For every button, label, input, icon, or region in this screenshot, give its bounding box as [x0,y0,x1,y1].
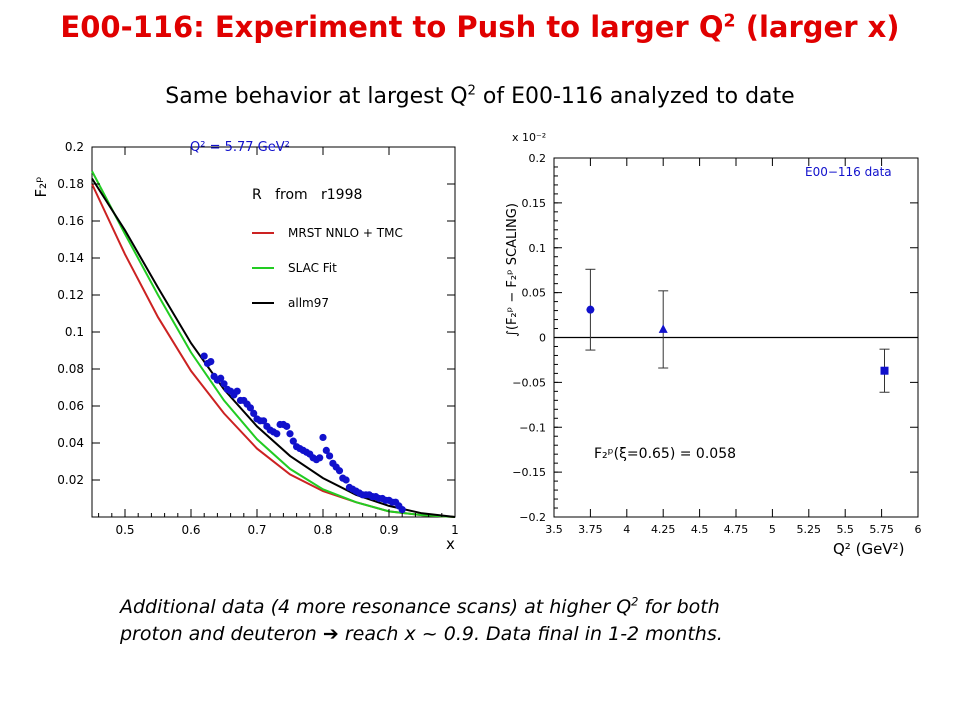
data-point [289,437,297,445]
y-tick-label: 0.16 [57,214,84,228]
chart-left-ylabel: F₂ᵖ [32,176,50,197]
y-tick-label: 0.1 [65,325,84,339]
data-point-triangle [658,324,668,333]
caption-line-2: proton and deuteron ➔ reach x ~ 0.9. Dat… [120,623,723,645]
y-tick-label: −0.1 [519,421,546,434]
x-tick-label: 5.75 [869,523,894,536]
integral-vs-q2-chart: 3.5 3.75 4 4.25 4.5 4.75 5 5.25 5.5 5.75 6 −0.2 −0.1… [505,131,922,558]
legend-label: SLAC Fit [288,261,337,275]
data-point [322,446,330,454]
x-tick-label: 5.5 [836,523,854,536]
x-tick-label: 3.5 [545,523,563,536]
y-tick-label: 0.06 [57,399,84,413]
data-point [316,454,324,462]
x-tick-label: 4.5 [691,523,709,536]
y-tick-label: 0.18 [57,177,84,191]
x-tick-label: 0.5 [115,523,134,537]
data-point [217,374,225,382]
x-tick-label: 6 [915,523,922,536]
data-point-circle [586,305,595,314]
legend-label: MRST NNLO + TMC [288,226,403,240]
data-point [273,430,281,438]
x-tick-label: 4.25 [651,523,676,536]
data-point [207,358,215,366]
data-point [200,352,208,360]
data-point [398,506,406,514]
x-tick-label: 4.75 [724,523,749,536]
y-tick-label: 0 [539,332,546,345]
slide-title: E00-116: Experiment to Push to larger Q2… [60,10,900,44]
chart-left-xlabel: x [446,535,455,553]
f2-vs-x-chart: 0.5 0.6 0.7 0.8 0.9 1 0.02 0.04 0.06 0.08 0.1 0.12 0… [32,140,459,553]
y-tick-label: −0.2 [519,511,546,524]
data-point [286,430,294,438]
chart-right-annotation: F₂ᵖ(ξ=0.65) = 0.058 [594,446,736,462]
x-tick-label: 4 [623,523,630,536]
x-tick-label: 1 [451,523,459,537]
y-tick-label: −0.15 [512,466,546,479]
y-tick-label: 0.05 [522,287,547,300]
data-point [246,404,254,412]
data-point [342,476,350,484]
x-tick-label: 5 [769,523,776,536]
data-point [335,467,344,475]
legend-label: allm97 [288,296,329,310]
caption: Additional data (4 more resonance scans)… [120,594,900,648]
data-point [260,417,268,425]
data-point [319,433,327,442]
caption-line-1: Additional data (4 more resonance scans)… [120,594,720,618]
data-point [283,422,291,430]
data-point [233,387,241,395]
y-tick-label: 0.12 [57,288,84,302]
y-tick-label: 0.04 [57,436,84,450]
series-line-slac-fit [91,170,456,518]
chart-right-ylabel: ∫(F₂ᵖ − F₂ᵖ SCALING) [505,203,520,337]
chart-left-title: Q² = 5.77 GeV² [190,140,290,155]
y-tick-label: −0.05 [512,376,546,389]
y-tick-label: 0.14 [57,251,84,265]
y-tick-label: 0.15 [522,197,547,210]
x-tick-label: 0.9 [379,523,398,537]
data-point-square [880,366,889,375]
y-tick-label: 0.1 [529,242,547,255]
chart-right-xlabel: Q² (GeV²) [833,540,904,558]
y-tick-label: 0.02 [57,473,84,487]
data-point [220,380,228,388]
y-tick-label: 0.08 [57,362,84,376]
x-tick-label: 0.8 [313,523,332,537]
chart-right-legend: E00−116 data [805,165,892,179]
x-tick-label: 0.6 [181,523,200,537]
data-point [326,452,334,460]
y-tick-label: 0.2 [65,140,84,154]
chart-right-scale-label: x 10⁻² [512,131,546,144]
data-point [250,409,258,417]
x-tick-label: 5.25 [797,523,822,536]
chart-left-annotation: R from r1998 [252,187,362,203]
slide-subtitle: Same behavior at largest Q2 of E00-116 a… [165,83,795,109]
y-tick-label: 0.2 [529,152,547,165]
x-tick-label: 3.75 [578,523,603,536]
x-tick-label: 0.7 [247,523,266,537]
series-line-allm97 [91,177,456,518]
